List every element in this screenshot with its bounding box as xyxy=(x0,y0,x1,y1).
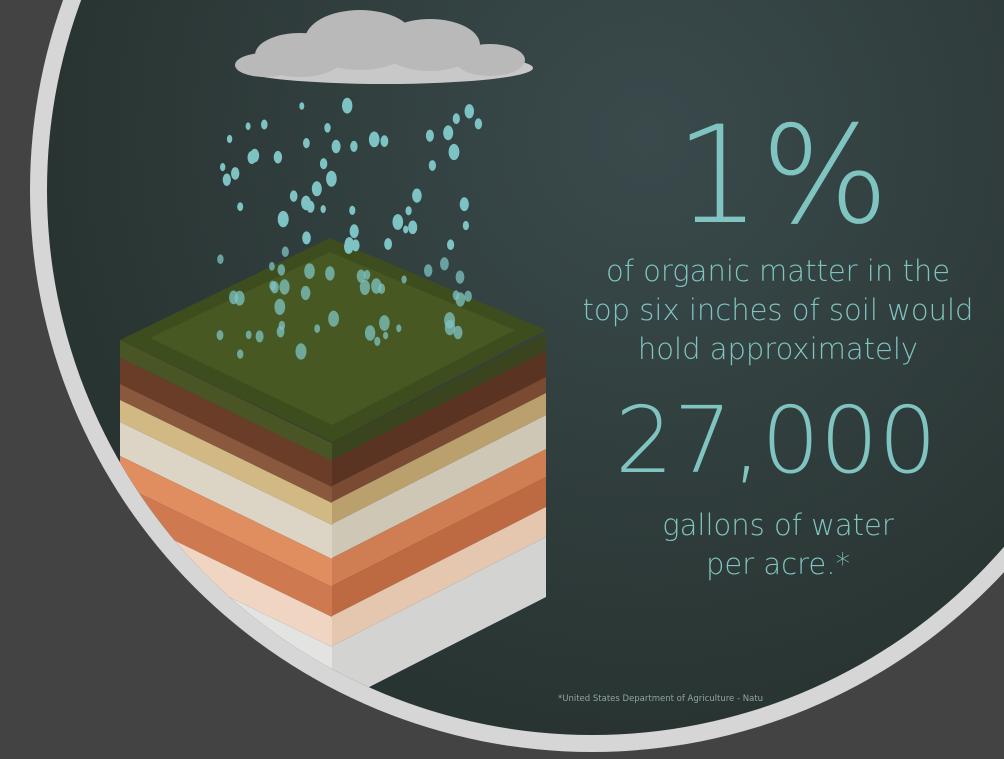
raindrop xyxy=(384,238,392,250)
raindrops xyxy=(216,97,483,360)
unit-line: per acre.* xyxy=(706,547,850,581)
raindrop xyxy=(274,298,286,315)
raindrop xyxy=(237,202,244,212)
unit-line: gallons of water xyxy=(662,508,894,542)
raindrop xyxy=(300,285,311,301)
raindrop xyxy=(371,278,382,294)
raindrop xyxy=(344,239,354,254)
raindrop xyxy=(455,292,466,307)
raindrop xyxy=(303,138,310,149)
description-line: hold approximately xyxy=(638,332,918,366)
raindrop xyxy=(453,325,463,340)
raindrop xyxy=(325,266,335,281)
raindrop xyxy=(392,214,404,230)
raindrop xyxy=(474,118,483,130)
amount: 27,000 xyxy=(615,387,937,494)
raindrop xyxy=(440,257,449,271)
raindrop xyxy=(231,167,240,180)
raindrop xyxy=(455,270,465,284)
footnote: *United States Department of Agriculture… xyxy=(558,694,763,704)
raindrop xyxy=(359,279,370,295)
artwork xyxy=(120,10,546,707)
raindrop xyxy=(299,102,305,110)
raindrop xyxy=(269,280,277,291)
raindrop xyxy=(349,224,359,239)
raindrop xyxy=(351,239,360,252)
raindrop xyxy=(447,239,455,250)
raindrop xyxy=(380,135,389,147)
raindrop xyxy=(226,134,233,144)
cube-right-face xyxy=(332,332,546,706)
raindrop xyxy=(277,264,286,276)
raindrop xyxy=(324,123,331,133)
raindrop xyxy=(328,310,339,327)
raindrop xyxy=(220,163,226,172)
raindrop xyxy=(383,331,389,340)
cloud xyxy=(235,10,533,84)
raindrop xyxy=(356,269,366,283)
raindrop xyxy=(281,246,289,257)
raindrop xyxy=(261,119,268,130)
raindrop xyxy=(403,225,409,234)
raindrop xyxy=(464,290,472,302)
raindrop xyxy=(444,312,456,329)
raindrop xyxy=(425,129,434,142)
raindrop xyxy=(408,220,418,235)
raindrop xyxy=(311,181,322,197)
raindrop xyxy=(216,330,224,341)
raindrop xyxy=(349,205,356,215)
raindrop xyxy=(217,254,224,264)
raindrop xyxy=(269,261,275,271)
raindrop xyxy=(279,279,290,295)
raindrop xyxy=(368,131,380,148)
raindrop xyxy=(234,290,245,306)
raindrop xyxy=(247,151,257,164)
raindrop xyxy=(304,263,315,279)
raindrop xyxy=(459,197,469,212)
raindrop xyxy=(342,97,353,114)
raindrop xyxy=(462,220,469,231)
raindrop xyxy=(396,324,402,333)
raindrop xyxy=(405,206,412,216)
raindrop xyxy=(306,200,315,213)
footnote-clip: *United States Department of Agriculture… xyxy=(558,694,763,704)
raindrop xyxy=(255,330,264,343)
raindrop xyxy=(319,158,328,170)
raindrop xyxy=(331,139,341,154)
raindrop xyxy=(320,205,326,214)
raindrop xyxy=(289,190,298,202)
raindrop xyxy=(350,140,358,152)
raindrop xyxy=(452,113,460,125)
description-line: of organic matter in the xyxy=(606,254,950,288)
raindrop xyxy=(364,325,376,341)
raindrop xyxy=(428,160,436,171)
raindrop xyxy=(464,104,475,119)
raindrop xyxy=(245,330,252,340)
raindrop xyxy=(295,343,307,360)
raindrop xyxy=(363,269,371,280)
raindrop xyxy=(273,150,283,164)
raindrop xyxy=(443,125,454,141)
raindrop xyxy=(237,349,244,359)
raindrop xyxy=(278,320,286,331)
raindrop xyxy=(245,122,251,130)
raindrop xyxy=(277,210,289,228)
raindrop xyxy=(374,336,381,346)
raindrop xyxy=(401,275,407,284)
raindrop xyxy=(222,173,231,186)
raindrop xyxy=(412,188,422,203)
raindrop xyxy=(424,264,433,277)
raindrop xyxy=(448,143,460,161)
headline: 1% xyxy=(675,97,889,254)
raindrop xyxy=(379,315,390,331)
description-line: top six inches of soil would xyxy=(583,293,974,327)
raindrop xyxy=(314,324,321,333)
raindrop xyxy=(302,231,311,245)
raindrop xyxy=(326,170,337,187)
